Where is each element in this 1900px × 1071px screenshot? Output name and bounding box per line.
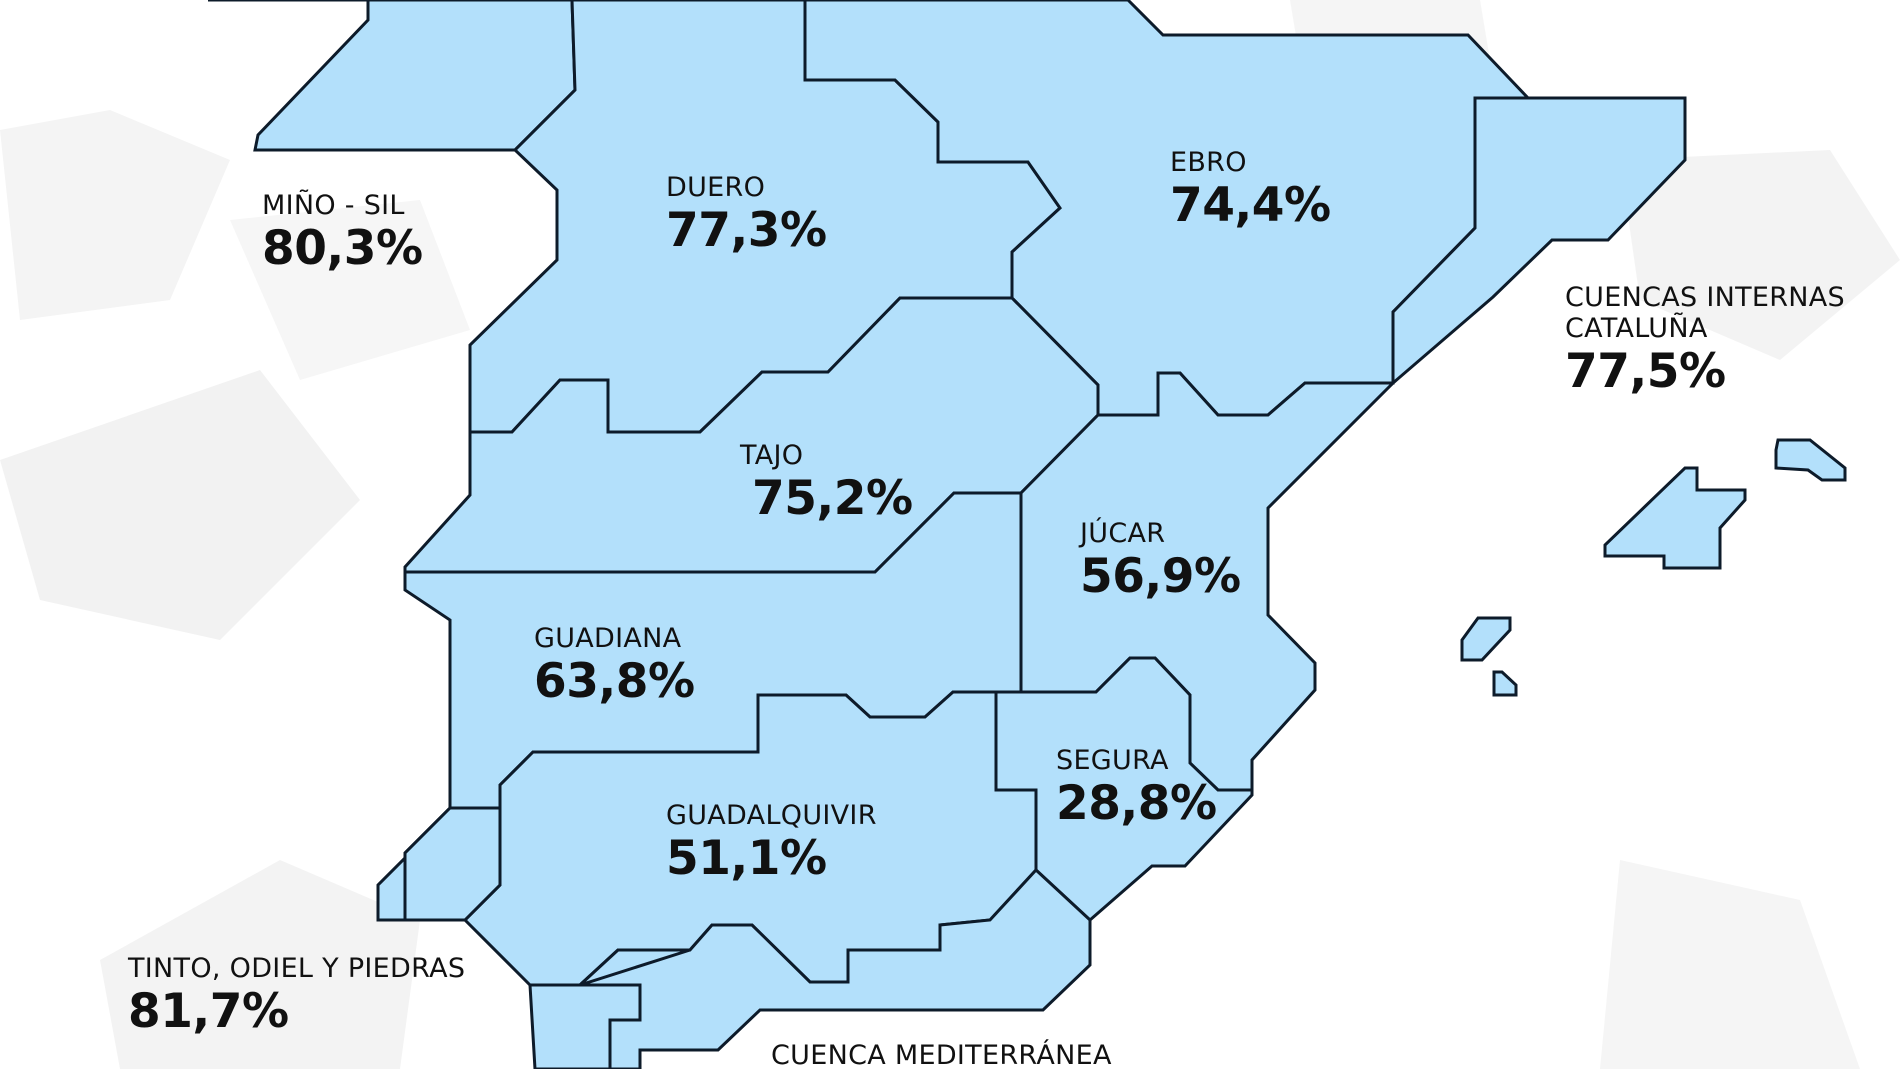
label-tajo-name: TAJO <box>740 440 803 471</box>
label-cuencas-internas-cataluna: CUENCAS INTERNAS CATALUÑA 77,5% <box>1565 282 1845 400</box>
basin-name: JÚCAR <box>1080 518 1166 549</box>
basin-value: 81,7% <box>128 984 289 1039</box>
basin-value: 80,3% <box>262 221 423 276</box>
basin-value: 75,2% <box>752 471 913 526</box>
label-duero: DUERO 77,3% <box>666 172 827 259</box>
basin-value: 74,4% <box>1170 178 1331 233</box>
basin-name: TAJO <box>740 440 804 471</box>
basin-name-line1: CUENCAS INTERNAS <box>1565 282 1845 313</box>
label-guadalquivir: GUADALQUIVIR 51,1% <box>666 800 877 887</box>
label-segura: SEGURA 28,8% <box>1056 745 1217 832</box>
basin-name: GUADALQUIVIR <box>666 800 877 831</box>
basin-name: GUADIANA <box>534 623 682 654</box>
island-menorca[interactable] <box>1774 438 1847 482</box>
label-tinto-odiel-piedras: TINTO, ODIEL Y PIEDRAS 81,7% <box>128 953 465 1040</box>
island-formentera[interactable] <box>1492 670 1518 697</box>
basin-name: EBRO <box>1170 147 1247 178</box>
basin-name: DUERO <box>666 172 766 203</box>
island-ibiza[interactable] <box>1460 616 1512 662</box>
basin-value: 63,8% <box>534 654 695 709</box>
basin-guadalete-barbate[interactable] <box>528 948 691 1069</box>
basin-value: 77,5% <box>1565 344 1726 399</box>
label-tajo-value: 75,2% <box>752 471 913 527</box>
basin-name-line2: CATALUÑA <box>1565 313 1708 344</box>
label-jucar: JÚCAR 56,9% <box>1080 518 1241 605</box>
basin-value: 77,3% <box>666 203 827 258</box>
basin-name: TINTO, ODIEL Y PIEDRAS <box>128 953 466 984</box>
basin-cuencas-internas-cataluna[interactable] <box>1391 96 1687 387</box>
basin-name: SEGURA <box>1056 745 1169 776</box>
label-cuenca-mediterranea: CUENCA MEDITERRÁNEA <box>771 1040 1112 1071</box>
island-mallorca[interactable] <box>1603 466 1747 570</box>
basin-tinto-odiel-piedras[interactable] <box>403 806 502 922</box>
basin-value: 56,9% <box>1080 549 1241 604</box>
basin-value: 51,1% <box>666 831 827 886</box>
basin-name: CUENCA MEDITERRÁNEA <box>771 1040 1112 1071</box>
label-ebro: EBRO 74,4% <box>1170 147 1331 234</box>
basin-name: MIÑO - SIL <box>262 190 405 221</box>
label-mino-sil: MIÑO - SIL 80,3% <box>262 190 423 277</box>
basin-segura[interactable] <box>994 656 1254 923</box>
basin-mino-sil[interactable] <box>208 0 577 152</box>
label-guadiana: GUADIANA 63,8% <box>534 623 695 710</box>
basin-value: 28,8% <box>1056 776 1217 831</box>
